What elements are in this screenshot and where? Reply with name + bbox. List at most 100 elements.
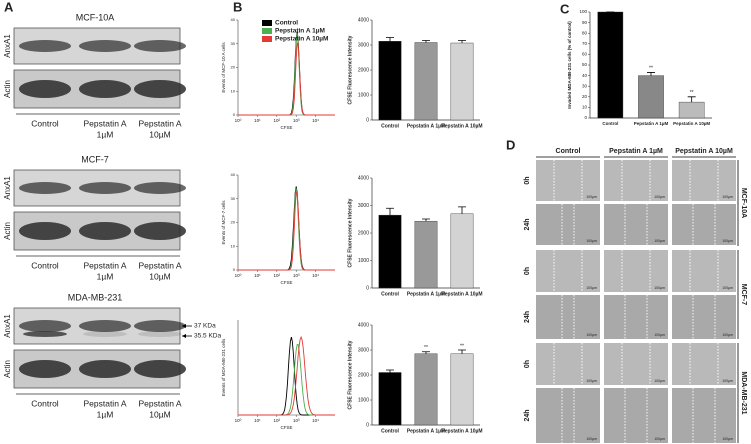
cell-line-label: MDA-MB-231 (740, 371, 747, 414)
row-label: Actin (3, 222, 12, 240)
y-tick-label: 3000 (358, 203, 369, 209)
marker-arrowhead (182, 334, 186, 338)
y-tick-label: 80 (582, 30, 588, 35)
y-tick-label: 40 (231, 17, 236, 22)
legend-swatch (262, 36, 272, 42)
y-tick-label: 0 (233, 112, 236, 117)
micrograph (536, 388, 600, 443)
lane-label: 10µM (149, 409, 170, 419)
blot-band (134, 40, 186, 52)
error-bar (458, 40, 466, 43)
y-tick-label: 2000 (358, 67, 369, 73)
y-tick-label: 3000 (358, 347, 369, 353)
x-tick-label: 10⁴ (312, 418, 319, 423)
y-tick-label: 20 (582, 94, 588, 99)
micrograph (536, 343, 600, 385)
x-axis-label: CFSE (280, 425, 292, 430)
histogram-curve (238, 186, 335, 271)
blot-band (134, 80, 186, 98)
lane-label: 1µM (97, 409, 114, 419)
marker-label: 37 KDa (194, 323, 216, 330)
histogram-curve (238, 191, 335, 271)
legend-label: Pepstatin A 1µM (275, 28, 325, 35)
cell-line-label: MCF-7 (740, 284, 747, 305)
y-axis-label: CFSE Fluorescence Intensity (347, 35, 353, 104)
scale-label: 100µm (586, 195, 597, 199)
blot-band (79, 40, 131, 52)
blot-band (134, 222, 186, 240)
scale-label: 100µm (586, 437, 597, 441)
y-tick-label: 4000 (358, 17, 369, 23)
bar (597, 11, 624, 119)
micrograph (604, 295, 668, 339)
y-axis-label: Events of MCF-10 A cells (221, 42, 226, 93)
y-tick-label: 40 (231, 172, 236, 177)
error-bar (422, 40, 430, 43)
x-tick-label: 10⁴ (312, 118, 319, 123)
micrograph (672, 295, 736, 339)
y-tick-label: 90 (582, 20, 588, 25)
y-tick-label: 2000 (358, 372, 369, 378)
lane-label: Pepstatin A (83, 398, 126, 408)
blot-title: MCF-7 (81, 154, 109, 164)
y-tick-label: 0 (366, 117, 369, 123)
lane-label: Pepstatin A (138, 260, 181, 270)
y-tick-label: 10 (231, 88, 236, 93)
error-bar (422, 351, 430, 354)
time-label: 0h (524, 176, 531, 184)
y-axis-label: Invaded MDA-MB-231 cells (% of control) (567, 21, 572, 109)
y-tick-label: 3000 (358, 42, 369, 48)
scale-label: 100µm (654, 286, 665, 290)
micrograph (604, 250, 668, 292)
marker-label: 35.5 KDa (194, 333, 221, 340)
micrograph (672, 343, 736, 385)
blot-title: MDA-MB-231 (68, 292, 123, 302)
significance: ** (460, 343, 464, 349)
bar (414, 353, 438, 426)
error-bar (687, 96, 696, 103)
y-tick-label: 70 (582, 41, 588, 46)
significance: ** (649, 66, 653, 72)
error-bar (422, 218, 430, 222)
y-axis-label: Events of MCF-7 cells (221, 200, 226, 245)
y-tick-label: 1000 (358, 258, 369, 264)
error-bar (386, 369, 394, 373)
blot-band (79, 182, 131, 194)
blot-band (83, 331, 127, 337)
row-label: Actin (3, 360, 12, 378)
bar (378, 41, 402, 121)
x-tick-label: Control (602, 121, 618, 126)
micrograph (604, 204, 668, 245)
x-tick-label: Pepstatin A 10µM (441, 428, 482, 434)
row-label: AnxA1 (3, 34, 12, 58)
scale-label: 100µm (722, 286, 733, 290)
scale-label: 100µm (722, 333, 733, 337)
y-tick-label: 1000 (358, 397, 369, 403)
legend-swatch (262, 20, 272, 26)
column-header: Pepstatin A 10µM (675, 148, 733, 155)
x-tick-label: Pepstatin A 1µM (407, 123, 445, 129)
histogram-curve (238, 42, 335, 116)
histogram-curve (238, 335, 335, 416)
micrograph (536, 250, 600, 292)
y-tick-label: 10 (582, 105, 588, 110)
lane-label: Control (31, 260, 59, 270)
column-header: Pepstatin A 1µM (609, 148, 663, 155)
bar (450, 213, 474, 289)
scale-label: 100µm (722, 239, 733, 243)
blot-band (134, 320, 186, 332)
error-bar (458, 206, 466, 214)
scale-label: 100µm (586, 333, 597, 337)
x-tick-label: 10³ (293, 273, 300, 278)
time-label: 24h (524, 311, 531, 323)
x-tick-label: Pepstatin A 1µM (407, 291, 445, 297)
scale-label: 100µm (722, 379, 733, 383)
x-tick-label: 10³ (293, 118, 300, 123)
blot-band (79, 80, 131, 98)
y-axis-label: Events of MDA-MB-231 cells (221, 338, 226, 396)
row-label: Actin (3, 80, 12, 98)
row-label: AnxA1 (3, 314, 12, 338)
blot-band (19, 320, 71, 332)
blot-band (134, 360, 186, 378)
